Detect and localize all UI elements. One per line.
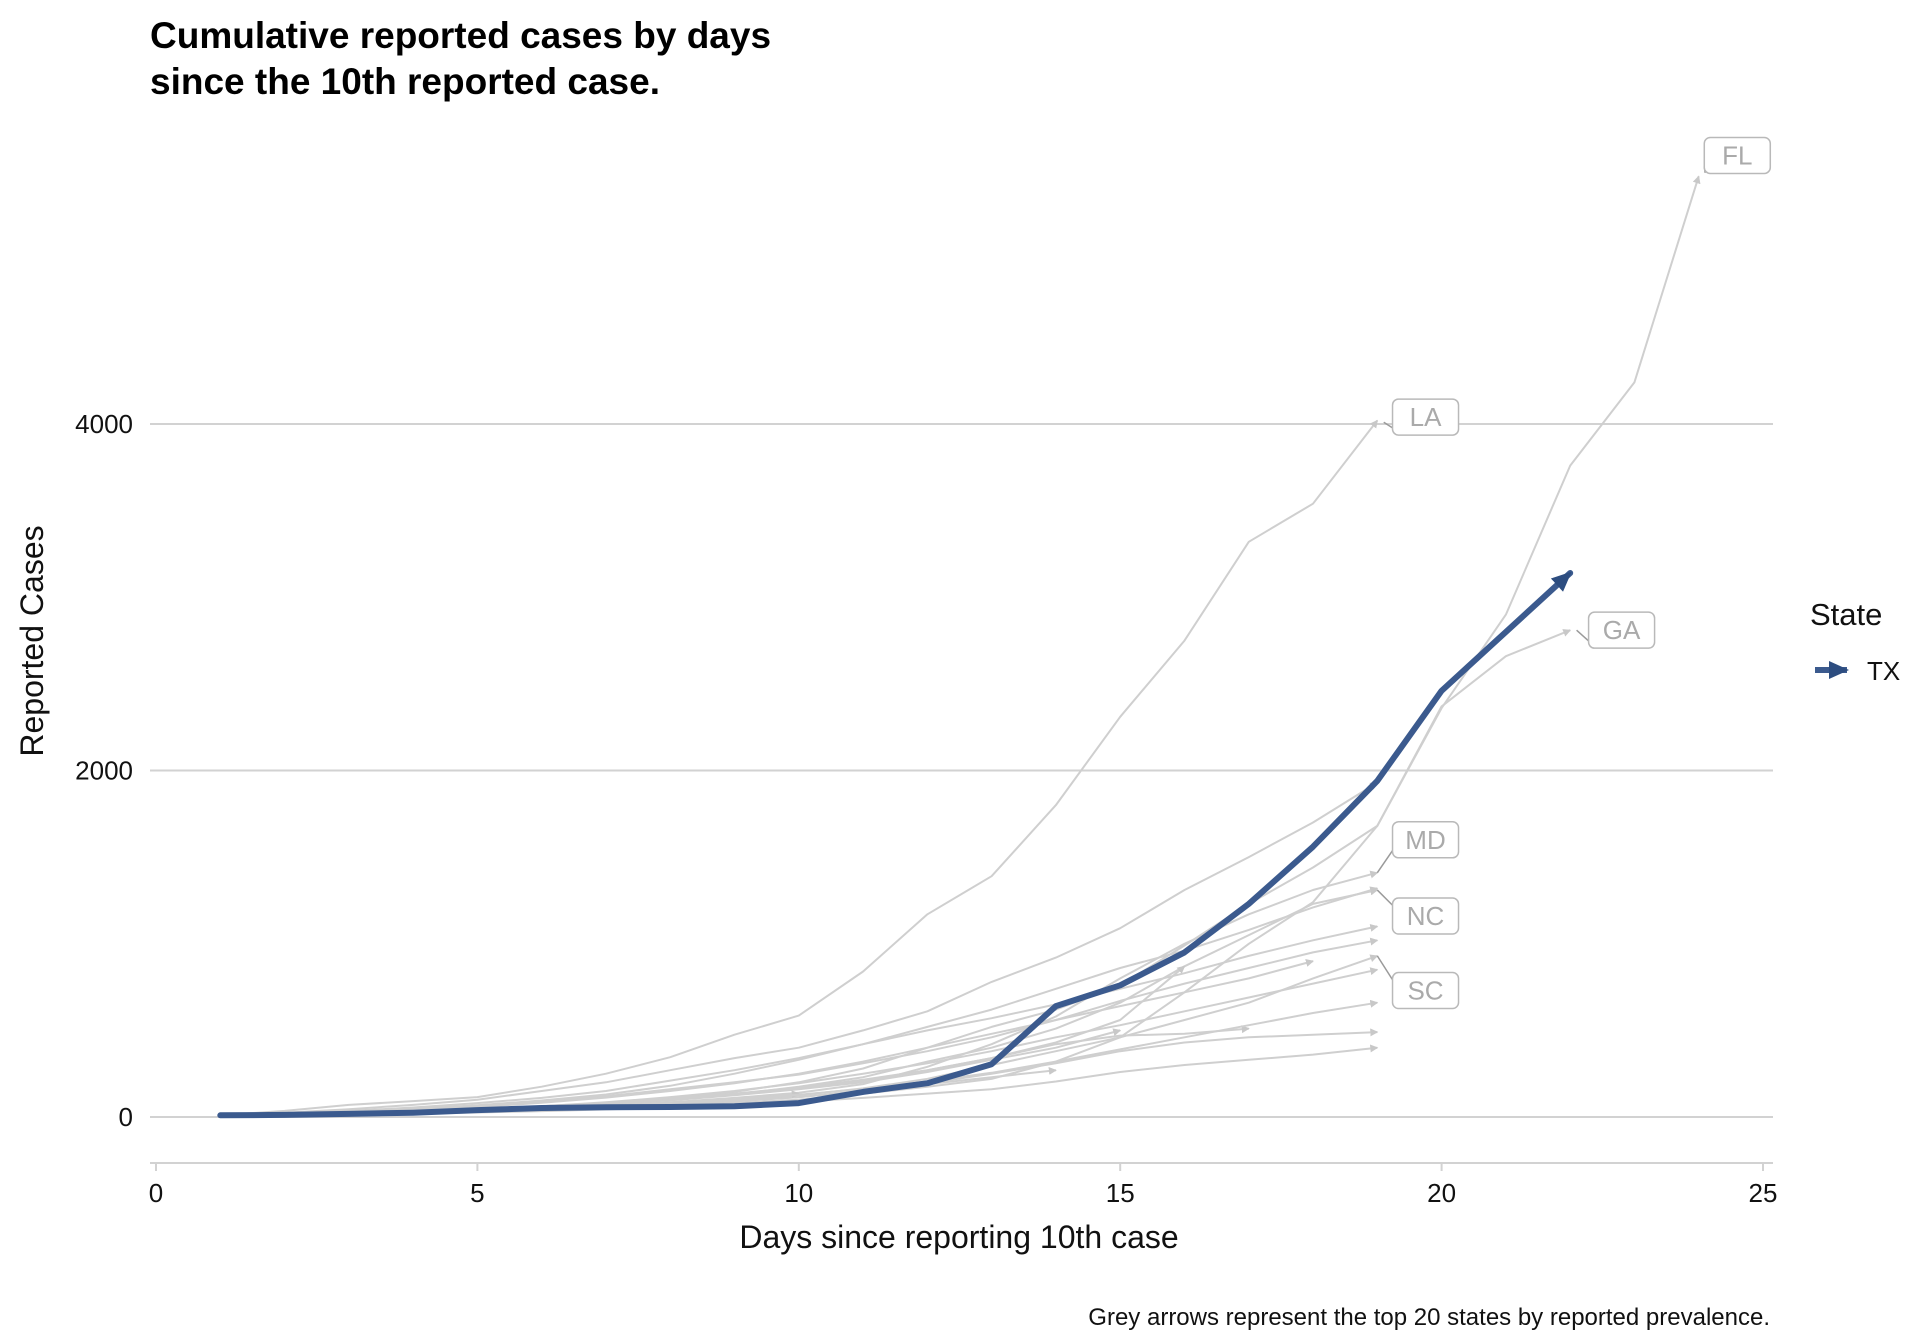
state-label-box: [1391, 821, 1460, 859]
state-label-sc: SC: [1391, 971, 1460, 1010]
state-label-box: [1703, 136, 1772, 175]
state-label-text: NC: [1407, 901, 1445, 931]
series-line-md: [220, 870, 1379, 1117]
gridlines: [150, 423, 1773, 1118]
x-tick-label: 20: [1427, 1178, 1456, 1208]
state-label-fl: FL: [1703, 136, 1772, 175]
state-label-text: GA: [1603, 615, 1641, 645]
state-label-md: MD: [1391, 821, 1460, 859]
series-line: [220, 781, 1379, 1117]
state-label-nc: NC: [1391, 897, 1460, 935]
label-leader-la: [1383, 421, 1393, 429]
state-label-ga: GA: [1587, 611, 1656, 649]
background-series: [220, 175, 1701, 1117]
x-tick-label: 10: [784, 1178, 813, 1208]
caption: Grey arrows represent the top 20 states …: [1088, 1304, 1770, 1331]
y-tick-label: 0: [119, 1102, 133, 1132]
y-axis: 0 2000 4000: [75, 409, 133, 1132]
state-label-text: SC: [1407, 976, 1443, 1006]
label-leader-nc: [1376, 889, 1394, 906]
state-label-text: MD: [1405, 825, 1445, 855]
x-tick-label: 5: [470, 1178, 484, 1208]
legend-label-tx: TX: [1867, 656, 1900, 686]
state-labels: FL LA GA MD NC SC: [1391, 136, 1772, 1010]
legend: State TX: [1810, 597, 1900, 686]
series-line-la: [220, 419, 1379, 1117]
chart-title-line-2: since the 10th reported case.: [150, 61, 660, 102]
label-leader-sc: [1376, 955, 1394, 981]
state-label-box: [1391, 897, 1460, 935]
x-axis: 0 5 10 15 20 25: [149, 1162, 1778, 1208]
y-axis-title: Reported Cases: [14, 525, 50, 756]
label-leader-ga: [1576, 629, 1590, 642]
state-label-la: LA: [1391, 398, 1460, 436]
highlight-series: [217, 570, 1574, 1119]
y-tick-label: 2000: [75, 756, 133, 786]
series-line-ga: [220, 629, 1572, 1117]
x-axis-title: Days since reporting 10th case: [739, 1219, 1178, 1255]
series-line-fl: [220, 175, 1701, 1117]
x-tick-label: 25: [1749, 1178, 1778, 1208]
y-tick-label: 4000: [75, 409, 133, 439]
series-line: [220, 886, 1379, 1117]
chart-title-line-1: Cumulative reported cases by days: [150, 15, 771, 56]
state-label-box: [1391, 398, 1460, 436]
state-label-text: LA: [1410, 402, 1442, 432]
label-leader-md: [1376, 850, 1394, 874]
x-tick-label: 15: [1106, 1178, 1135, 1208]
state-label-box: [1391, 971, 1460, 1010]
x-tick-label: 0: [149, 1178, 163, 1208]
state-label-box: [1587, 611, 1656, 649]
series-line: [220, 923, 1379, 1117]
state-label-text: FL: [1722, 140, 1752, 170]
legend-title: State: [1810, 597, 1882, 632]
series-line-tx: [217, 570, 1574, 1119]
